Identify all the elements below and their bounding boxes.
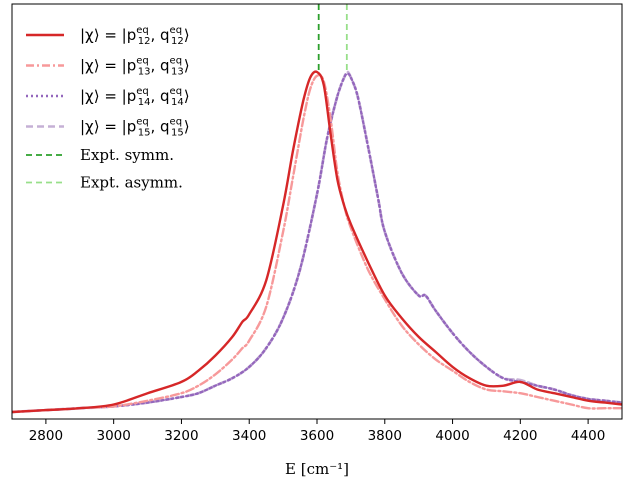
legend-label-5: Expt. symm. bbox=[80, 146, 174, 164]
series-line-1 bbox=[12, 70, 622, 414]
legend-label-2: |χ⟩ = |peq 13, qeq 13⟩ bbox=[80, 56, 190, 78]
x-tick-label: 4400 bbox=[571, 428, 605, 444]
x-tick-label: 4000 bbox=[435, 428, 469, 444]
x-tick-label: 3800 bbox=[368, 428, 402, 444]
x-axis: 2800 3000 3200 3400 3600 3800 4000 4200 4400 bbox=[29, 419, 605, 444]
x-tick-label: 3200 bbox=[164, 428, 198, 444]
series-line-2 bbox=[12, 73, 622, 414]
legend: |χ⟩ = |peq 12, qeq 12⟩ |χ⟩ = |peq 13, qeq 13⟩… bbox=[26, 25, 190, 192]
x-tick-label: 3000 bbox=[96, 428, 130, 444]
series-line-3 bbox=[12, 72, 622, 414]
plot-area bbox=[12, 4, 622, 414]
legend-label-1: |χ⟩ = |peq 12, qeq 12⟩ bbox=[80, 25, 190, 47]
x-tick-label: 4200 bbox=[503, 428, 537, 444]
legend-label-6: Expt. asymm. bbox=[80, 174, 183, 192]
legend-label-3: |χ⟩ = |peq 14, qeq 14⟩ bbox=[80, 86, 190, 108]
x-axis-label: E [cm⁻¹] bbox=[285, 460, 349, 478]
x-tick-label: 3400 bbox=[232, 428, 266, 444]
x-tick-label: 2800 bbox=[29, 428, 63, 444]
legend-label-4: |χ⟩ = |peq 15, qeq 15⟩ bbox=[80, 117, 190, 139]
x-tick-label: 3600 bbox=[300, 428, 334, 444]
